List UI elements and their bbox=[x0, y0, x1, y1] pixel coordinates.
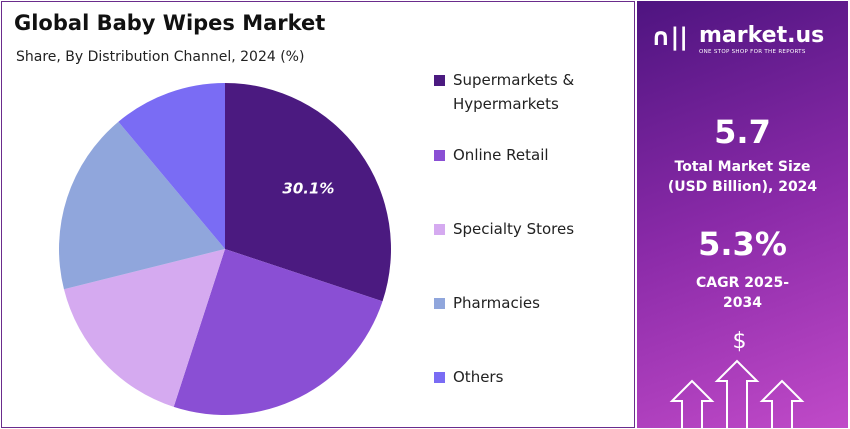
chart: Global Baby Wipes Market Share, By Distr… bbox=[14, 11, 391, 416]
data-label: 30.1% bbox=[282, 179, 334, 197]
legend-label: Pharmacies bbox=[453, 294, 540, 312]
market-size: 5.7 bbox=[714, 113, 771, 151]
cagr-label: CAGR 2025-2034 bbox=[695, 275, 790, 311]
legend-item: Specialty Stores bbox=[434, 217, 594, 241]
legend-swatch bbox=[434, 150, 445, 161]
arrows bbox=[669, 359, 805, 429]
dollar-icon: $ bbox=[732, 329, 747, 354]
pie-slice bbox=[63, 249, 225, 407]
chart-panel: Global Baby Wipes Market Share, By Distr… bbox=[1, 1, 635, 428]
legend-item: Others bbox=[434, 365, 594, 389]
logo: market.us bbox=[699, 23, 825, 48]
market-size-label: Total Market Size (USD Billion), 2024 bbox=[667, 159, 818, 195]
tagline: ONE STOP SHOP FOR THE REPORTS bbox=[699, 49, 806, 55]
legend-swatch bbox=[434, 298, 445, 309]
pie-slice bbox=[225, 83, 391, 302]
legend-swatch bbox=[434, 372, 445, 383]
legend-label: Others bbox=[453, 368, 504, 386]
legend-label: Supermarkets & Hypermarkets bbox=[453, 71, 575, 113]
legend-swatch bbox=[434, 224, 445, 235]
logo-mark: ∩|| bbox=[651, 23, 689, 51]
legend-swatch bbox=[434, 75, 445, 86]
cagr: 5.3% bbox=[698, 225, 787, 263]
legend-item: Pharmacies bbox=[434, 291, 594, 315]
chart-title: Global Baby Wipes Market bbox=[14, 11, 325, 35]
legend-label: Specialty Stores bbox=[453, 220, 575, 238]
legend-item: Online Retail bbox=[434, 143, 594, 167]
pie-slice bbox=[118, 83, 225, 249]
pie-slice bbox=[59, 121, 225, 290]
legend-item: Supermarkets & Hypermarkets bbox=[434, 68, 594, 116]
chart-subtitle: Share, By Distribution Channel, 2024 (%) bbox=[16, 49, 304, 65]
info-panel: ∩|| market.us ONE STOP SHOP FOR THE REPO… bbox=[637, 1, 848, 429]
pie-slice bbox=[173, 249, 383, 416]
legend-label: Online Retail bbox=[453, 146, 549, 164]
